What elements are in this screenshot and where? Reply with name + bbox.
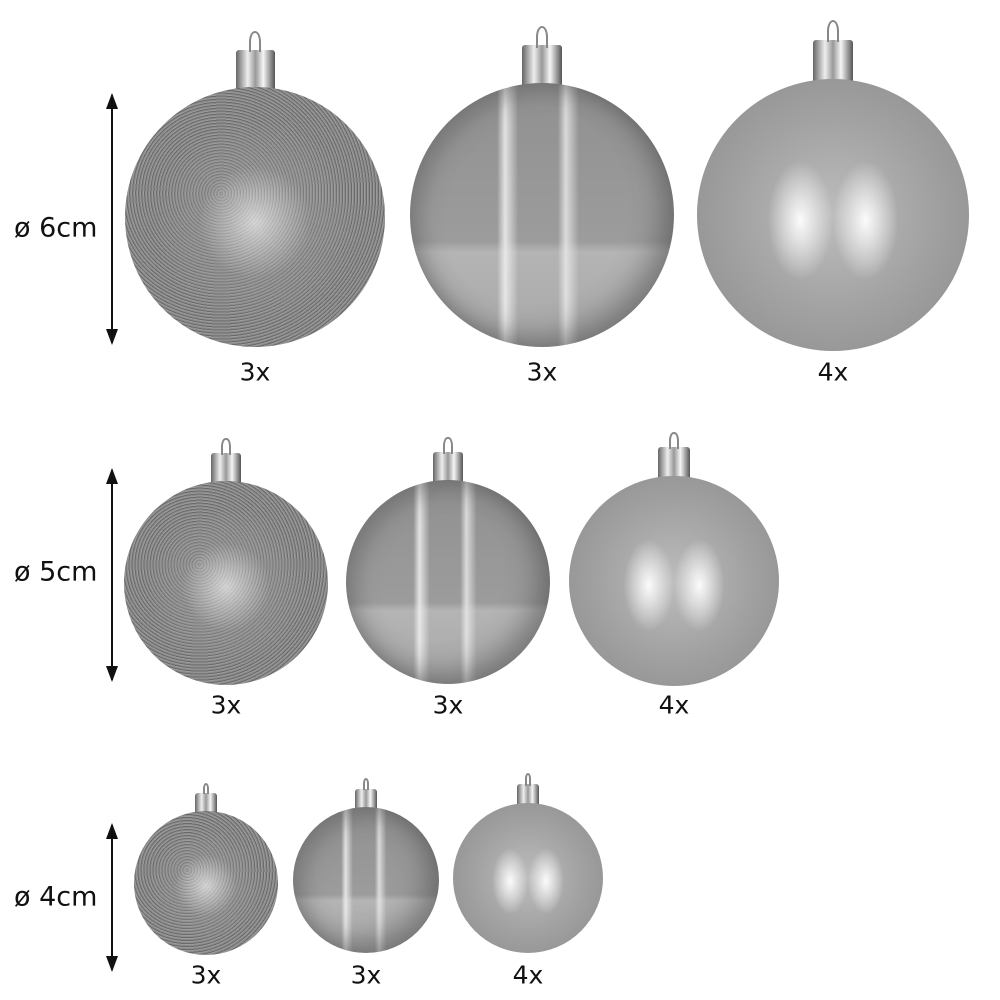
quantity-label: 4x: [658, 690, 690, 720]
ornament-cap: [522, 26, 562, 89]
quantity-label: 3x: [239, 357, 271, 387]
ornament-cap: [516, 773, 540, 809]
glossy-ornament-ball: [293, 807, 439, 953]
quantity-label: 3x: [432, 690, 464, 720]
ornament-cap: [355, 778, 377, 813]
glitter-ornament-ball: [134, 811, 278, 955]
matte-ornament-ball: [453, 803, 603, 953]
quantity-label: 3x: [350, 960, 382, 990]
size-label-5cm: ø 5cm: [14, 556, 98, 588]
matte-ornament-ball: [569, 476, 779, 686]
quantity-label: 3x: [210, 690, 242, 720]
matte-ornament-ball: [697, 79, 969, 351]
ornament-cap: [235, 30, 275, 93]
glitter-ornament-ball: [124, 481, 328, 685]
size-label-6cm: ø 6cm: [14, 212, 98, 244]
dimension-arrow-6cm: [106, 93, 118, 345]
quantity-label: 4x: [512, 960, 544, 990]
quantity-label: 3x: [526, 357, 558, 387]
dimension-arrow-4cm: [106, 823, 118, 972]
quantity-label: 3x: [190, 960, 222, 990]
size-label-4cm: ø 4cm: [14, 881, 98, 913]
glossy-ornament-ball: [346, 480, 550, 684]
dimension-arrow-5cm: [106, 468, 118, 682]
quantity-label: 4x: [817, 357, 849, 387]
glossy-ornament-ball: [410, 83, 674, 347]
glitter-ornament-ball: [125, 87, 385, 347]
ornament-cap: [812, 19, 854, 85]
